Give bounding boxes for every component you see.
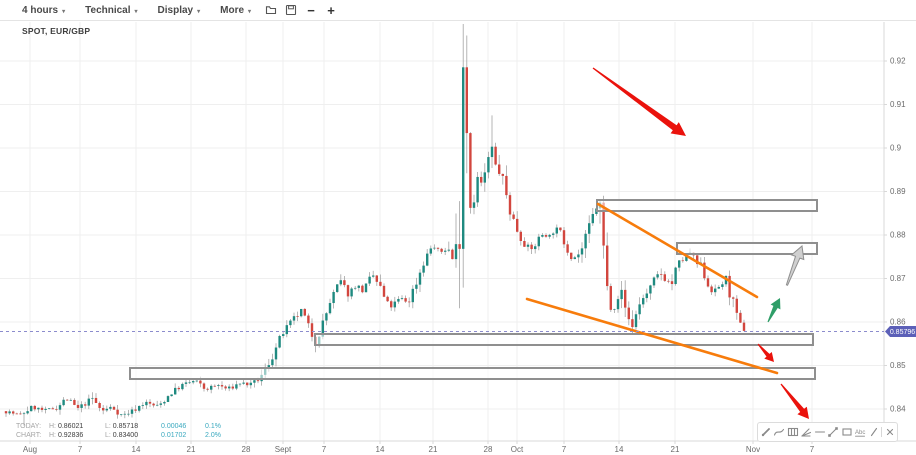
stats-row: TODAY: H: 0.86021 L: 0.85718 0.00046 0.1%	[16, 422, 231, 431]
descending-trendline-2[interactable]	[525, 297, 779, 375]
red-arrow-small-2[interactable]	[780, 383, 810, 419]
stats-high: H: 0.92836	[49, 432, 84, 439]
time-tick-label: Nov	[746, 445, 760, 454]
svg-text:0.85796: 0.85796	[890, 329, 915, 336]
support-zone-2[interactable]	[129, 367, 816, 380]
time-tick-label: 7	[810, 445, 815, 454]
axis-labels: 0.92 0.91 0.9 0.89 0.88 0.87 0.86 0.85 0.84 Aug 7 1…	[23, 57, 906, 455]
price-tick-label: 0.89	[890, 187, 906, 196]
chevron-down-icon: ▾	[197, 8, 201, 15]
chevron-down-icon: ▾	[62, 8, 66, 15]
zoom-out-icon[interactable]: −	[307, 2, 315, 18]
time-tick-label: Oct	[511, 445, 524, 454]
symbol-label: SPOT, EUR/GBP	[22, 26, 91, 36]
stats-row-label: CHART:	[16, 432, 42, 439]
green-arrow-up[interactable]	[767, 298, 781, 323]
menu-display[interactable]: Display ▾	[148, 0, 211, 20]
stats-change-pct: 2.0%	[205, 432, 221, 439]
menu-timeframe[interactable]: 4 hours ▾	[12, 0, 75, 20]
time-tick-label: 21	[187, 445, 196, 454]
user-drawings	[129, 67, 818, 419]
price-tick-label: 0.86	[890, 318, 906, 327]
time-tick-label: 28	[242, 445, 251, 454]
time-tick-label: 14	[615, 445, 624, 454]
horizontal-line-tool-icon[interactable]	[814, 426, 826, 438]
toolbar-separator	[881, 427, 882, 437]
menu-more[interactable]: More ▾	[210, 0, 261, 20]
save-icon[interactable]	[281, 0, 301, 20]
price-tick-label: 0.87	[890, 274, 906, 283]
time-tick-label: Aug	[23, 445, 37, 454]
slash-tool-icon[interactable]	[868, 426, 880, 438]
svg-text:Abc: Abc	[855, 430, 865, 436]
stats-change: 0.00046	[161, 423, 187, 430]
price-tick-label: 0.85	[890, 361, 906, 370]
stats-change: 0.01702	[161, 432, 187, 439]
chevron-down-icon: ▾	[134, 8, 138, 15]
current-price-tag: 0.85796	[885, 326, 916, 337]
stats-row-label: TODAY:	[16, 423, 42, 430]
stats-low: L: 0.83400	[105, 432, 139, 439]
red-arrow-small-1[interactable]	[757, 343, 774, 362]
drawing-toolbar: Abc	[757, 422, 898, 442]
fib-grid-tool-icon[interactable]	[787, 426, 799, 438]
price-tick-label: 0.84	[890, 405, 906, 414]
menu-more-label: More	[220, 4, 245, 16]
trendline-tool-icon[interactable]	[827, 426, 839, 438]
top-toolbar: 4 hours ▾ Technical ▾ Display ▾ More ▾ − +	[0, 0, 916, 21]
time-tick-label: 14	[376, 445, 385, 454]
time-tick-label: 14	[132, 445, 141, 454]
price-tick-label: 0.9	[890, 144, 902, 153]
curve-tool-icon[interactable]	[773, 426, 785, 438]
stats-low: L: 0.85718	[105, 423, 139, 430]
support-zone-1[interactable]	[314, 333, 814, 346]
resistance-zone-1[interactable]	[596, 199, 818, 212]
stats-row: CHART: H: 0.92836 L: 0.83400 0.01702 2.0%	[16, 431, 231, 440]
time-tick-label: 7	[562, 445, 567, 454]
time-tick-label: 21	[671, 445, 680, 454]
open-folder-icon[interactable]	[261, 0, 281, 20]
time-tick-label: 28	[484, 445, 493, 454]
text-tool-icon[interactable]: Abc	[854, 426, 866, 438]
rectangle-tool-icon[interactable]	[841, 426, 853, 438]
gray-arrow-up[interactable]	[785, 245, 805, 286]
menu-technical-label: Technical	[85, 4, 131, 16]
close-toolbar-icon[interactable]	[884, 426, 896, 438]
time-tick-label: Sept	[275, 445, 292, 454]
resistance-zone-2[interactable]	[676, 242, 818, 255]
red-arrow-large[interactable]	[592, 67, 686, 137]
menu-display-label: Display	[157, 4, 194, 16]
price-tick-label: 0.88	[890, 231, 906, 240]
descending-trendline-1[interactable]	[596, 202, 759, 299]
stats-legend: TODAY: H: 0.86021 L: 0.85718 0.00046 0.1% CHA…	[16, 422, 231, 440]
stats-change-pct: 0.1%	[205, 423, 221, 430]
chevron-down-icon: ▾	[248, 8, 252, 15]
menu-technical[interactable]: Technical ▾	[75, 0, 147, 20]
time-tick-label: 7	[322, 445, 327, 454]
stats-high: H: 0.86021	[49, 423, 84, 430]
menu-timeframe-label: 4 hours	[22, 4, 59, 16]
price-tick-label: 0.92	[890, 57, 906, 66]
pen-tool-icon[interactable]	[760, 426, 772, 438]
zoom-in-icon[interactable]: +	[327, 2, 335, 18]
price-tick-label: 0.91	[890, 100, 906, 109]
time-tick-label: 7	[78, 445, 83, 454]
angle-tool-icon[interactable]	[800, 426, 812, 438]
time-tick-label: 21	[429, 445, 438, 454]
